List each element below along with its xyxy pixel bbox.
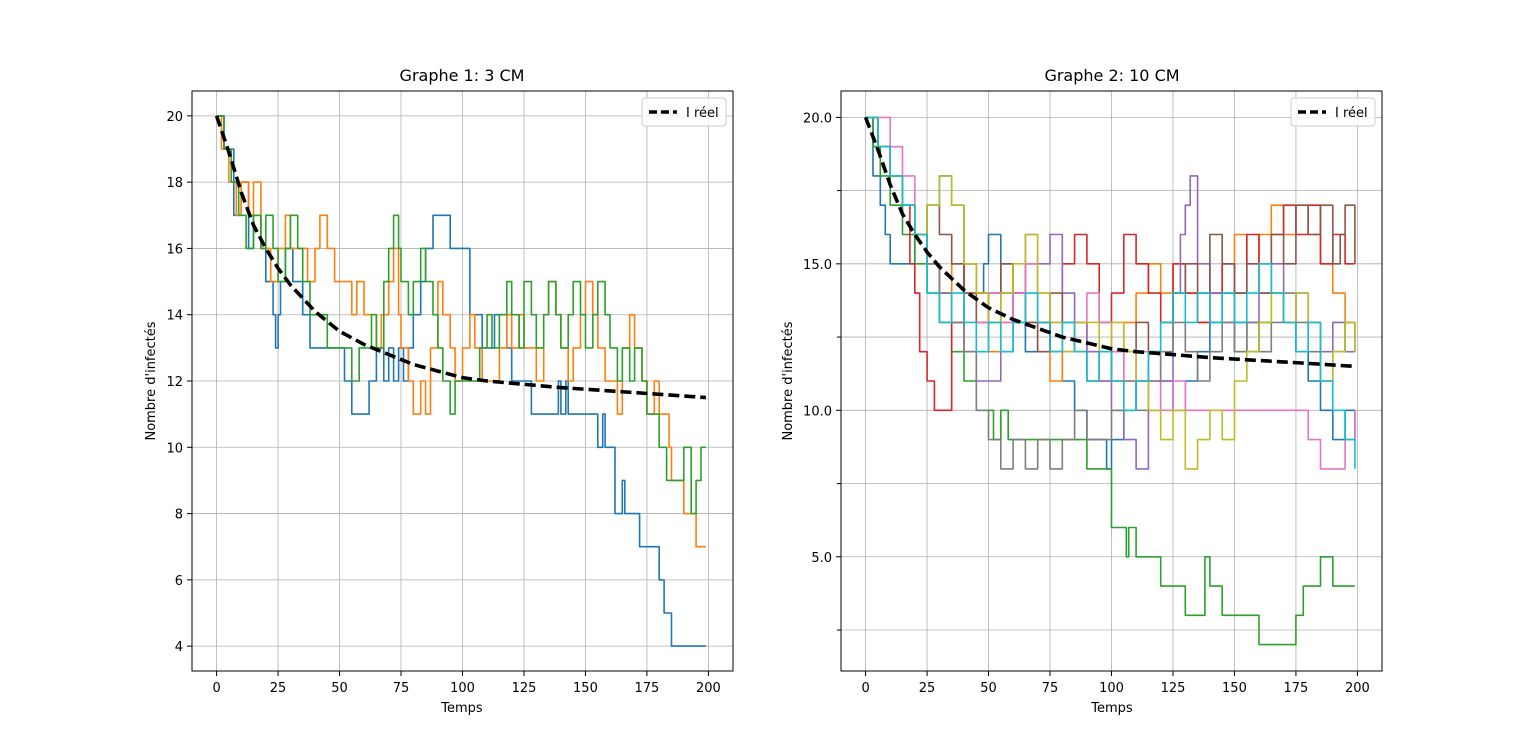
y-axis-label: Nombre d'infectés [144, 321, 159, 440]
y-tick-label: 20.0 [803, 111, 832, 126]
y-tick-label: 4 [175, 640, 183, 655]
legend-label-i-reel: I réel [1335, 106, 1368, 121]
reference-line-i-reel [214, 115, 707, 400]
panel-graphe-2: Graphe 2: 10 CM Temps Nombre d'infectés … [781, 66, 1383, 716]
y-axis-label: Nombre d'infectés [781, 321, 796, 440]
reference-line-i-reel [863, 116, 1356, 369]
panel-graphe-1: Graphe 1: 3 CM Temps Nombre d'infectés 0… [144, 66, 734, 716]
x-tick-label: 50 [980, 681, 997, 696]
x-tick-label: 75 [393, 681, 410, 696]
legend-box [1290, 97, 1376, 127]
y-tick-label: 16 [166, 242, 183, 257]
x-tick-label: 100 [1099, 681, 1124, 696]
series-line-2 [216, 115, 706, 548]
x-tick-label: 200 [1345, 681, 1370, 696]
y-tick-label: 12 [166, 375, 183, 390]
x-tick-label: 75 [1042, 681, 1059, 696]
x-tick-label: 150 [573, 681, 598, 696]
y-tick-label: 10.0 [803, 404, 832, 419]
legend-box [641, 97, 727, 127]
x-tick-label: 150 [1222, 681, 1247, 696]
y-tick-label: 15.0 [803, 258, 832, 273]
y-tick-label: 14 [166, 309, 183, 324]
y-tick-label: 8 [175, 508, 183, 523]
x-tick-label: 125 [1161, 681, 1186, 696]
legend: I réel [641, 97, 727, 127]
y-tick-label: 18 [166, 176, 183, 191]
x-tick-label: 50 [331, 681, 348, 696]
x-axis-label: Temps [1090, 701, 1133, 716]
x-tick-label: 0 [861, 681, 869, 696]
series-line-6 [865, 116, 1356, 382]
x-tick-label: 200 [696, 681, 721, 696]
series-line-10 [865, 116, 1356, 469]
y-tick-label: 5.0 [811, 551, 832, 566]
x-tick-label: 175 [635, 681, 660, 696]
x-tick-label: 100 [450, 681, 475, 696]
y-tick-label: 6 [175, 574, 183, 589]
legend-label-i-reel: I réel [686, 106, 719, 121]
x-tick-label: 0 [212, 681, 220, 696]
legend: I réel [1290, 97, 1376, 127]
chart-title: Graphe 1: 3 CM [400, 66, 525, 85]
x-tick-label: 25 [919, 681, 936, 696]
series-line-1 [216, 115, 706, 647]
x-tick-label: 175 [1284, 681, 1309, 696]
series-line-2 [865, 116, 1355, 382]
x-tick-label: 25 [270, 681, 287, 696]
x-tick-label: 125 [512, 681, 537, 696]
series-line-3 [216, 115, 706, 515]
y-tick-label: 20 [166, 110, 183, 125]
x-axis-label: Temps [440, 701, 483, 716]
y-tick-label: 10 [166, 441, 183, 456]
chart-title: Graphe 2: 10 CM [1044, 66, 1179, 85]
